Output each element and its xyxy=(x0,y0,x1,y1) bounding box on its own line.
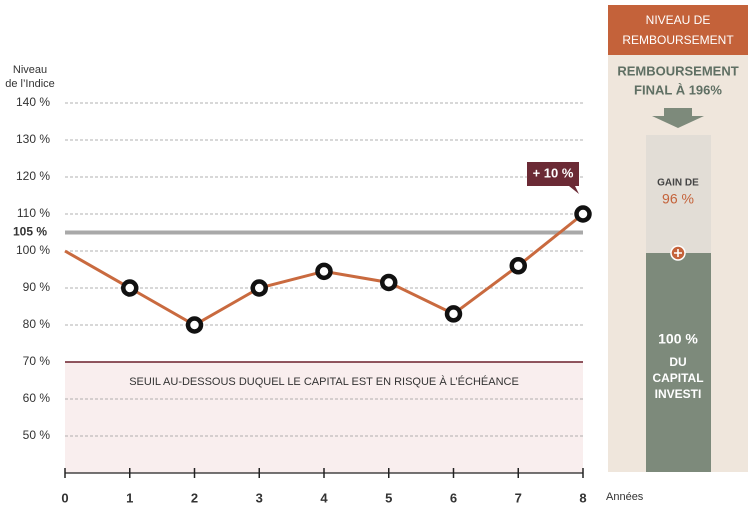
y-tick-label: 120 % xyxy=(16,169,50,183)
x-tick-label: 8 xyxy=(579,490,586,505)
y-tick-label: 90 % xyxy=(23,280,51,294)
annotation: + 10 % xyxy=(533,165,574,180)
x-tick-label: 0 xyxy=(61,490,68,505)
plus-sign xyxy=(674,249,682,257)
plot: 50 % 60 % 70 % 80 % 90 % 100 % 110 % 120 % 130 %… xyxy=(13,95,587,505)
y-tick-label: 80 % xyxy=(23,317,51,331)
point xyxy=(250,279,268,297)
y-tick-label: 130 % xyxy=(16,132,50,146)
y-tick-label: 50 % xyxy=(23,428,51,442)
y-axis-title: Niveau xyxy=(13,64,47,76)
x-tick-label: 5 xyxy=(385,490,392,505)
capital-label: INVESTI xyxy=(655,387,702,401)
reference-label: 105 % xyxy=(13,225,47,239)
x-tick-label: 4 xyxy=(320,490,328,505)
point xyxy=(185,316,204,334)
x-tick-label: 6 xyxy=(450,490,457,505)
point xyxy=(121,279,139,297)
point xyxy=(509,257,527,275)
gain-block xyxy=(646,135,711,253)
point xyxy=(380,273,398,292)
point xyxy=(315,262,333,281)
threshold-label: SEUIL AU-DESSOUS DUQUEL LE CAPITAL EST E… xyxy=(129,375,519,388)
capital-value: 100 % xyxy=(658,331,698,347)
x-tick-label: 1 xyxy=(126,490,133,505)
capital-block xyxy=(646,253,711,472)
gain-value: 96 % xyxy=(662,191,694,207)
y-tick-label: 140 % xyxy=(16,95,50,109)
x-tick-label: 2 xyxy=(191,490,198,505)
panel-arrow xyxy=(652,108,704,128)
panel-subtitle: FINAL À 196% xyxy=(634,82,722,97)
annotation-box xyxy=(527,162,579,194)
x-tick-label: 7 xyxy=(515,490,522,505)
capital-label: DU xyxy=(669,355,686,369)
point xyxy=(444,305,463,323)
panel-header-text: REMBOURSEMENT xyxy=(622,33,734,47)
x-axis-title: Années xyxy=(606,491,644,503)
panel-subtitle: REMBOURSEMENT xyxy=(617,63,738,78)
risk-zone xyxy=(65,362,583,473)
y-tick-label: 60 % xyxy=(23,391,51,405)
capital-label: CAPITAL xyxy=(652,371,703,385)
y-tick-label: 70 % xyxy=(23,354,51,368)
y-tick-label: 100 % xyxy=(16,243,50,257)
y-axis-title: de l’Indice xyxy=(5,78,55,90)
x-tick-label: 3 xyxy=(256,490,263,505)
panel-header xyxy=(608,5,748,55)
point xyxy=(574,205,592,223)
y-tick-label: 110 % xyxy=(17,206,50,220)
gain-label: GAIN DE xyxy=(657,178,699,189)
panel-header-text: NIVEAU DE xyxy=(646,13,711,27)
